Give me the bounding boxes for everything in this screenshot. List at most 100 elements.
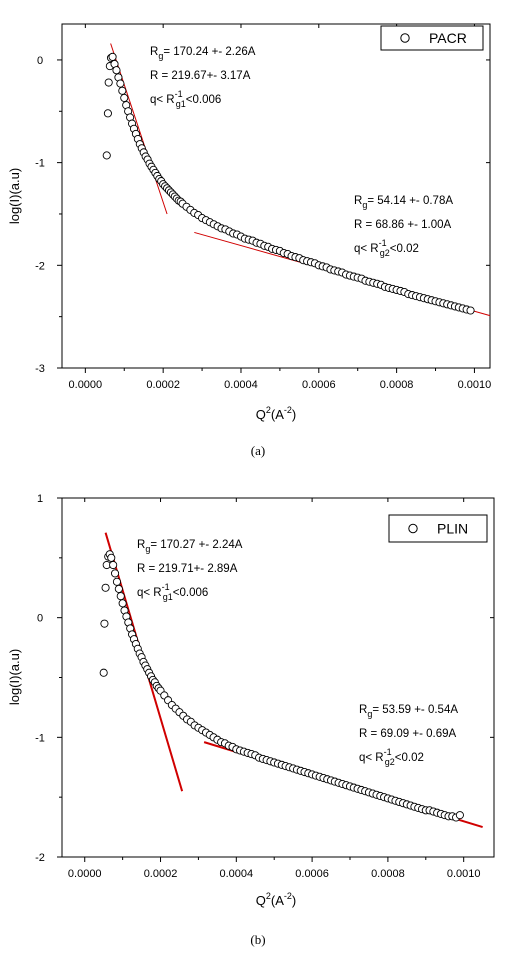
data-point xyxy=(114,584,123,593)
y-tick-label: -2 xyxy=(35,260,45,272)
annotation-line-main: q< R xyxy=(354,243,379,255)
y-tick-label: -2 xyxy=(35,852,45,864)
x-axis-label-main: Q xyxy=(256,407,266,422)
annotation-line-superscript: -1 xyxy=(175,89,183,99)
x-axis-label-main: Q xyxy=(256,893,266,908)
data-point xyxy=(107,553,116,562)
annotation-line-superscript: -1 xyxy=(384,747,392,757)
x-axis-label-close: ) xyxy=(292,407,296,422)
annotation-line-tail: <0.02 xyxy=(395,752,424,764)
annotation-line: Rg= 170.27 +- 2.24A xyxy=(137,539,243,554)
x-tick-label: 0.0004 xyxy=(224,379,258,391)
annotation-line-main: R = 69.09 +- 0.69A xyxy=(359,728,457,740)
x-tick-label: 0.0002 xyxy=(144,868,178,880)
annotation-line: Rg= 53.59 +- 0.54A xyxy=(359,704,458,719)
data-point xyxy=(120,93,129,102)
figure-caption: (a) xyxy=(251,443,265,458)
annotation-line-tail: <0.006 xyxy=(186,94,222,106)
annotation-line: Rg= 54.14 +- 0.78A xyxy=(354,195,453,210)
annotation-line-main: R xyxy=(137,539,145,551)
annotation-line-subscript: g xyxy=(367,709,372,719)
legend-label: PACR xyxy=(429,30,467,46)
x-tick-label: 0.0002 xyxy=(146,379,180,391)
x-axis-label: Q2(A-2) xyxy=(256,405,297,422)
data-point xyxy=(109,560,118,570)
x-axis-label-unit: (A xyxy=(271,407,284,422)
x-tick-label: 0.0010 xyxy=(458,379,492,391)
x-axis-label-unit-sup: -2 xyxy=(284,891,292,901)
data-point xyxy=(455,811,464,820)
x-axis-label-unit: (A xyxy=(271,893,284,908)
y-tick-label: -3 xyxy=(35,363,45,375)
y-axis-label: log(I)(a.u) xyxy=(7,649,22,705)
annotation-line-subscript: g1 xyxy=(176,99,186,109)
annotation-line-subscript: g1 xyxy=(163,592,173,602)
annotation-line: q< R-1 g2<0.02 xyxy=(359,747,424,767)
annotation-line-superscript: -1 xyxy=(162,582,170,592)
data-point xyxy=(118,599,127,608)
annotation-line-main: R xyxy=(354,195,362,207)
annotation-line-main: R = 68.86 +- 1.00A xyxy=(354,219,452,231)
annotation-line-tail: = 53.59 +- 0.54A xyxy=(372,704,458,716)
annotation-line-superscript: -1 xyxy=(379,238,387,248)
x-tick-label: 0.0006 xyxy=(302,379,336,391)
annotation-line-subscript: g2 xyxy=(380,248,390,258)
annotation-line: R = 219.71+- 2.89A xyxy=(137,563,238,575)
data-point xyxy=(99,668,108,677)
x-tick-label: 0.0004 xyxy=(219,868,253,880)
plot-frame xyxy=(61,23,491,369)
data-point xyxy=(112,66,121,75)
annotation-line-tail: = 170.24 +- 2.26A xyxy=(163,46,255,58)
data-point xyxy=(116,79,125,88)
annotation-line-main: q< R xyxy=(137,587,162,599)
annotation-line-subscript: g xyxy=(362,200,367,210)
annotation-block-2: Rg= 53.59 +- 0.54A R = 69.09 +- 0.69A q< R… xyxy=(359,704,458,767)
y-axis-label: log(I)(a.u) xyxy=(7,168,22,224)
annotation-line: Rg= 170.24 +- 2.26A xyxy=(150,46,256,61)
x-axis-label-close: ) xyxy=(292,893,296,908)
legend-marker xyxy=(408,523,418,534)
chart-panel-b: 0.0000 0.0002 0.0004 0.0006 0.0008 0.0010 1 0 -1… xyxy=(7,493,495,947)
legend-box xyxy=(388,514,488,543)
data-point xyxy=(116,592,125,601)
y-tick-label: -1 xyxy=(35,158,45,170)
annotation-line: R = 219.67+- 3.17A xyxy=(150,70,251,82)
legend-marker xyxy=(400,33,410,43)
figure-caption: (b) xyxy=(250,932,265,947)
y-tick-label: 0 xyxy=(37,613,43,625)
data-point xyxy=(118,86,127,95)
annotation-line-tail: <0.02 xyxy=(390,243,419,255)
annotation-line-tail: = 54.14 +- 0.78A xyxy=(367,195,453,207)
x-axis-label-sup: 2 xyxy=(266,891,271,901)
x-tick-label: 0.0008 xyxy=(371,868,405,880)
x-tick-label: 0.0008 xyxy=(380,379,414,391)
data-point xyxy=(112,577,121,586)
y-tick-label: 0 xyxy=(37,55,43,67)
annotation-line-main: q< R xyxy=(359,752,384,764)
annotation-line: q< R-1 g1<0.006 xyxy=(150,89,221,109)
data-point xyxy=(466,306,475,315)
x-tick-label: 0.0000 xyxy=(69,379,103,391)
chart-panel-a: 0.0000 0.0002 0.0004 0.0006 0.0008 0.0010 0 -1 -… xyxy=(7,23,492,458)
data-point xyxy=(111,569,120,578)
data-point xyxy=(101,583,110,592)
annotation-block-1: Rg= 170.24 +- 2.26A R = 219.67+- 3.17A q< … xyxy=(150,46,256,109)
data-point xyxy=(104,78,113,87)
x-tick-label: 0.0006 xyxy=(295,868,329,880)
y-tick-label: 1 xyxy=(37,493,43,505)
x-axis-label-unit-sup: -2 xyxy=(284,405,292,415)
annotation-line: q< R-1 g2<0.02 xyxy=(354,238,419,258)
annotation-block-2: Rg= 54.14 +- 0.78A R = 68.86 +- 1.00A q< R… xyxy=(354,195,453,258)
annotation-line-main: R = 219.67+- 3.17A xyxy=(150,70,251,82)
annotation-line-main: q< R xyxy=(150,94,175,106)
annotation-line: R = 68.86 +- 1.00A xyxy=(354,219,452,231)
annotation-line-tail: <0.006 xyxy=(173,587,209,599)
annotation-line: q< R-1 g1<0.006 xyxy=(137,582,208,602)
x-tick-label: 0.0010 xyxy=(447,868,481,880)
annotation-line-tail: = 170.27 +- 2.24A xyxy=(150,539,242,551)
annotation-line-main: R xyxy=(359,704,367,716)
annotation-line-main: R xyxy=(150,46,158,58)
legend-box xyxy=(380,25,484,51)
data-point xyxy=(102,151,111,160)
